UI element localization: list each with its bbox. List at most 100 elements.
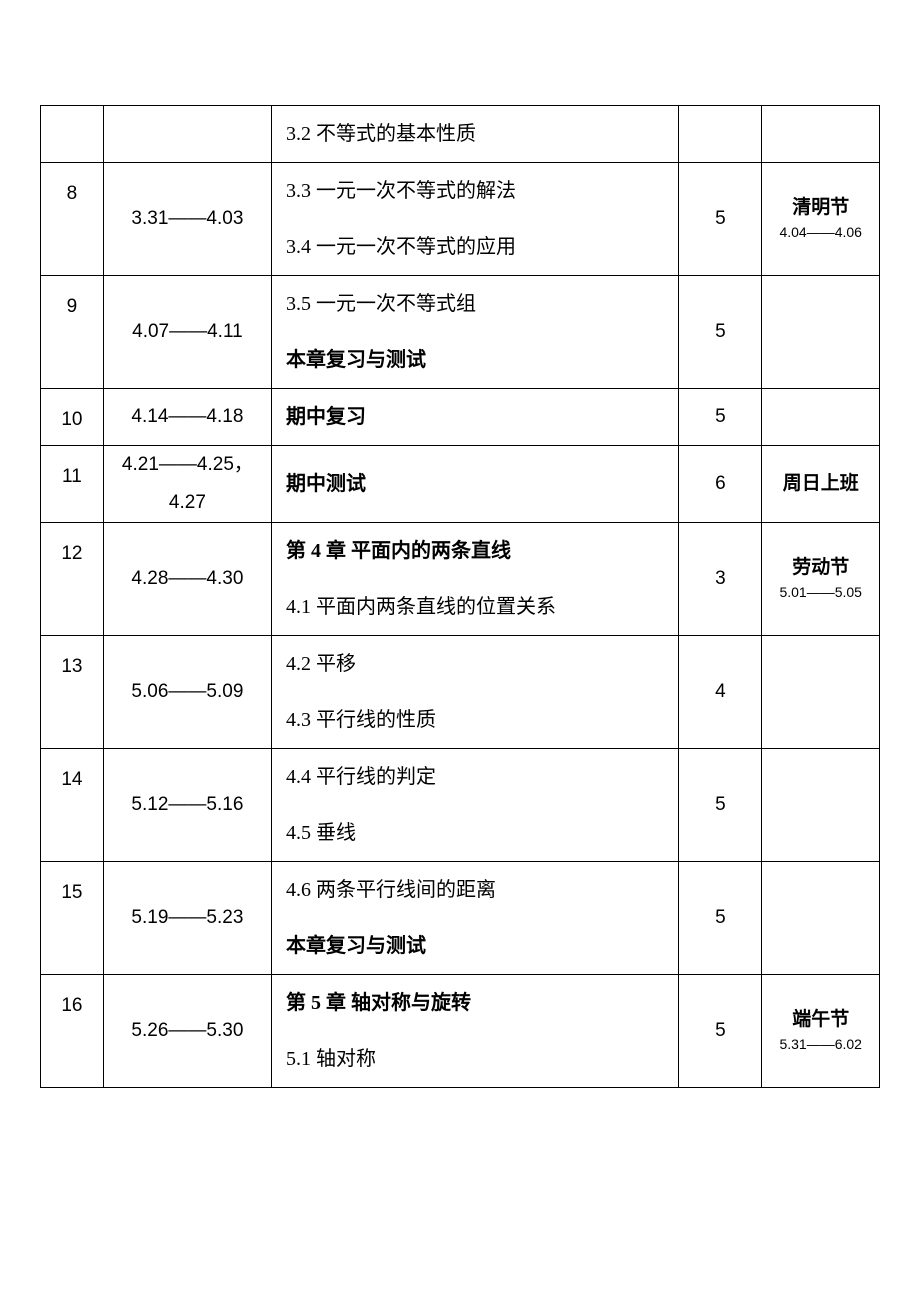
hours-number: 5 bbox=[715, 794, 726, 815]
date-cell: 4.07——4.11 bbox=[103, 276, 271, 389]
hours-cell: 5 bbox=[679, 749, 762, 862]
table-row: 155.19——5.234.6 两条平行线间的距离本章复习与测试5 bbox=[41, 862, 880, 975]
schedule-table: 3.2 不等式的基本性质83.31——4.033.3 一元一次不等式的解法3.4… bbox=[40, 105, 880, 1088]
note-cell bbox=[762, 276, 880, 389]
hours-cell: 3 bbox=[679, 523, 762, 636]
note-main: 端午节 bbox=[766, 1007, 875, 1034]
date-text: 4.14——4.18 bbox=[104, 398, 271, 436]
note-sub: 5.31——6.02 bbox=[766, 1033, 875, 1055]
table-row: 94.07——4.113.5 一元一次不等式组本章复习与测试5 bbox=[41, 276, 880, 389]
date-text: 5.12——5.16 bbox=[104, 786, 271, 824]
note-main: 劳动节 bbox=[766, 555, 875, 582]
note-main: 清明节 bbox=[766, 195, 875, 222]
week-number: 12 bbox=[61, 543, 82, 564]
hours-number: 5 bbox=[715, 406, 726, 427]
note-cell bbox=[762, 749, 880, 862]
content-line: 期中测试 bbox=[286, 456, 678, 512]
content-line: 第 4 章 平面内的两条直线 bbox=[286, 523, 678, 579]
week-cell: 14 bbox=[41, 749, 104, 862]
content-cell: 4.2 平移4.3 平行线的性质 bbox=[272, 636, 679, 749]
week-number: 11 bbox=[62, 466, 82, 487]
note-cell: 劳动节5.01——5.05 bbox=[762, 523, 880, 636]
note-cell: 端午节5.31——6.02 bbox=[762, 975, 880, 1088]
content-cell: 3.3 一元一次不等式的解法3.4 一元一次不等式的应用 bbox=[272, 163, 679, 276]
content-cell: 4.6 两条平行线间的距离本章复习与测试 bbox=[272, 862, 679, 975]
table-row: 145.12——5.164.4 平行线的判定4.5 垂线 5 bbox=[41, 749, 880, 862]
table-row: 3.2 不等式的基本性质 bbox=[41, 106, 880, 163]
note-cell bbox=[762, 862, 880, 975]
date-cell: 5.12——5.16 bbox=[103, 749, 271, 862]
week-cell bbox=[41, 106, 104, 163]
content-line: 5.1 轴对称 bbox=[286, 1031, 678, 1087]
date-text: 5.26——5.30 bbox=[104, 1012, 271, 1050]
date-text: 4.28——4.30 bbox=[104, 560, 271, 598]
content-line: 4.3 平行线的性质 bbox=[286, 692, 678, 748]
content-cell: 4.4 平行线的判定4.5 垂线 bbox=[272, 749, 679, 862]
week-cell: 11 bbox=[41, 446, 104, 523]
table-row: 12 4.28——4.30第 4 章 平面内的两条直线4.1 平面内两条直线的位置… bbox=[41, 523, 880, 636]
content-line: 期中复习 bbox=[286, 389, 678, 445]
hours-cell: 5 bbox=[679, 276, 762, 389]
content-line: 第 5 章 轴对称与旋转 bbox=[286, 975, 678, 1031]
note-cell bbox=[762, 636, 880, 749]
content-cell: 第 4 章 平面内的两条直线4.1 平面内两条直线的位置关系 bbox=[272, 523, 679, 636]
content-line: 4.6 两条平行线间的距离 bbox=[286, 862, 678, 918]
date-cell: 4.21——4.25，4.27 bbox=[103, 446, 271, 523]
hours-number: 3 bbox=[715, 568, 726, 589]
week-cell: 15 bbox=[41, 862, 104, 975]
hours-number: 6 bbox=[715, 473, 726, 494]
note-cell bbox=[762, 389, 880, 446]
hours-cell: 5 bbox=[679, 862, 762, 975]
content-line: 4.2 平移 bbox=[286, 636, 678, 692]
week-cell: 13 bbox=[41, 636, 104, 749]
week-number: 13 bbox=[61, 656, 82, 677]
content-line: 本章复习与测试 bbox=[286, 918, 678, 974]
week-cell: 9 bbox=[41, 276, 104, 389]
note-cell: 清明节4.04——4.06 bbox=[762, 163, 880, 276]
week-number: 10 bbox=[61, 409, 82, 430]
content-line: 4.5 垂线 bbox=[286, 805, 678, 861]
content-cell: 3.2 不等式的基本性质 bbox=[272, 106, 679, 163]
date-cell: 5.19——5.23 bbox=[103, 862, 271, 975]
week-number: 9 bbox=[67, 296, 78, 317]
hours-cell: 5 bbox=[679, 163, 762, 276]
table-row: 10 4.14——4.18 期中复习 5 bbox=[41, 389, 880, 446]
date-cell: 4.28——4.30 bbox=[103, 523, 271, 636]
date-text: 5.06——5.09 bbox=[104, 673, 271, 711]
date-text: 4.07——4.11 bbox=[104, 313, 271, 351]
week-number: 15 bbox=[61, 882, 82, 903]
date-cell: 5.06——5.09 bbox=[103, 636, 271, 749]
table-row: 165.26——5.30第 5 章 轴对称与旋转5.1 轴对称5端午节5.31—… bbox=[41, 975, 880, 1088]
date-cell bbox=[103, 106, 271, 163]
week-cell: 10 bbox=[41, 389, 104, 446]
content-line: 3.5 一元一次不等式组 bbox=[286, 276, 678, 332]
date-text: 4.21——4.25，4.27 bbox=[104, 446, 271, 522]
hours-number: 4 bbox=[715, 681, 726, 702]
hours-number: 5 bbox=[715, 321, 726, 342]
week-cell: 16 bbox=[41, 975, 104, 1088]
date-cell: 5.26——5.30 bbox=[103, 975, 271, 1088]
week-number: 8 bbox=[67, 183, 78, 204]
table-row: 83.31——4.033.3 一元一次不等式的解法3.4 一元一次不等式的应用5… bbox=[41, 163, 880, 276]
content-line: 3.3 一元一次不等式的解法 bbox=[286, 163, 678, 219]
table-body: 3.2 不等式的基本性质83.31——4.033.3 一元一次不等式的解法3.4… bbox=[41, 106, 880, 1088]
hours-number: 5 bbox=[715, 208, 726, 229]
hours-number: 5 bbox=[715, 1020, 726, 1041]
hours-cell: 5 bbox=[679, 975, 762, 1088]
date-cell: 4.14——4.18 bbox=[103, 389, 271, 446]
week-number: 16 bbox=[61, 995, 82, 1016]
content-cell: 期中测试 bbox=[272, 446, 679, 523]
note-sub: 4.04——4.06 bbox=[766, 221, 875, 243]
content-line: 3.2 不等式的基本性质 bbox=[286, 106, 678, 162]
hours-cell: 4 bbox=[679, 636, 762, 749]
date-text: 3.31——4.03 bbox=[104, 200, 271, 238]
week-cell: 12 bbox=[41, 523, 104, 636]
hours-number: 5 bbox=[715, 907, 726, 928]
hours-cell: 5 bbox=[679, 389, 762, 446]
content-line: 3.4 一元一次不等式的应用 bbox=[286, 219, 678, 275]
week-cell: 8 bbox=[41, 163, 104, 276]
content-cell: 第 5 章 轴对称与旋转5.1 轴对称 bbox=[272, 975, 679, 1088]
content-cell: 期中复习 bbox=[272, 389, 679, 446]
note-cell: 周日上班 bbox=[762, 446, 880, 523]
note-sub: 5.01——5.05 bbox=[766, 581, 875, 603]
